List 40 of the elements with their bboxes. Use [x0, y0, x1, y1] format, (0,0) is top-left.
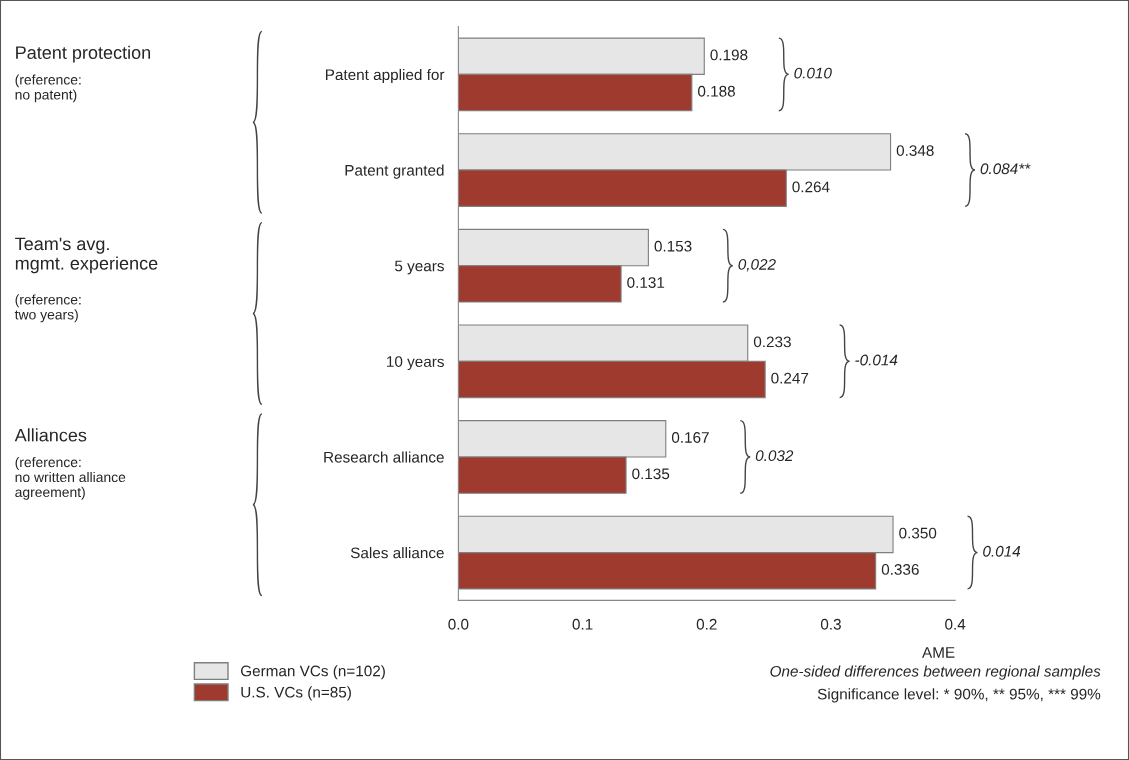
legend-label: U.S. VCs (n=85) [241, 686, 351, 701]
annotation: 0,022 [738, 258, 776, 272]
x-axis-title: AME [922, 647, 955, 658]
data-label: 0.348 [896, 145, 934, 156]
data-label: 0.198 [710, 49, 748, 61]
text: 0.084** [980, 163, 1031, 175]
y-tick-label: Research alliance [324, 451, 444, 463]
y-tick-label: Sales alliance [350, 547, 444, 559]
text: (reference: no written alliance agreement) [15, 456, 126, 500]
data-label: 0.350 [899, 527, 937, 539]
x-tick-label: 0.0 [448, 618, 469, 630]
data-label: 0.264 [792, 181, 830, 193]
x-tick-label: 0.4 [945, 618, 966, 630]
y-tick-label: Patent applied for [325, 68, 445, 84]
text: 0.014 [983, 545, 1021, 557]
y-tick-label: Patent granted [345, 164, 444, 179]
text: Patent protection [16, 45, 151, 63]
text: One-sided differences between regional samples [770, 665, 1101, 680]
x-tick-label: 0.3 [820, 618, 841, 630]
text: (reference: no patent) [15, 74, 81, 103]
data-label: 0.233 [753, 336, 791, 348]
data-label: 0.135 [632, 468, 670, 480]
text: Significance level: * 90%, ** 95%, *** 99% [817, 688, 1101, 703]
text: (reference: two years) [14, 294, 81, 323]
data-label: 0.131 [627, 277, 665, 288]
data-label: 0.188 [698, 85, 735, 97]
x-tick-label: 0.1 [572, 618, 593, 630]
x-tick-label: 0.2 [696, 618, 717, 630]
legend-label: German VCs (n=102) [240, 665, 385, 680]
annotation: 0.010 [794, 67, 832, 79]
y-tick-label: 10 years [387, 356, 444, 371]
y-tick-label: 5 years [395, 260, 444, 275]
text: Team's avg. mgmt. experience [15, 237, 158, 274]
data-label: 0.153 [654, 240, 692, 252]
data-label: 0.247 [771, 372, 809, 384]
text: Alliances [14, 428, 87, 442]
data-label: 0.336 [881, 564, 919, 575]
annotation: -0.014 [855, 354, 898, 366]
data-label: 0.167 [671, 432, 709, 443]
annotation: 0.032 [755, 450, 794, 462]
